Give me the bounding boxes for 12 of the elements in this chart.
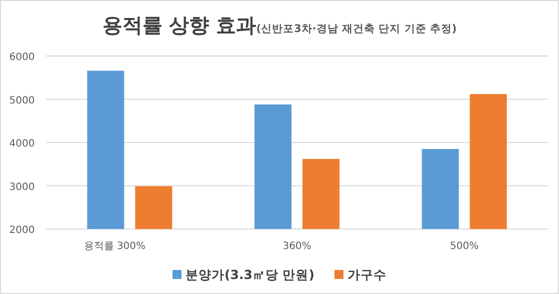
chart-subtitle: (신반포3차·경남 재건축 단지 기준 추정) [256, 23, 457, 35]
y-tick-label: 5000 [9, 95, 35, 106]
y-tick-label: 6000 [9, 52, 35, 63]
x-tick-label: 용적률 300% [84, 241, 146, 252]
chart-title: 용적률 상향 효과 [102, 13, 256, 37]
y-tick-label: 4000 [9, 138, 35, 150]
y-tick-label: 3000 [9, 182, 35, 193]
y-tick-label: 2000 [9, 225, 35, 236]
legend-label: 가구수 [347, 267, 386, 282]
legend-label: 분양가(3.3㎡당 만원) [186, 267, 314, 282]
x-tick-label: 360% [282, 241, 312, 252]
x-tick-label: 500% [450, 241, 479, 252]
